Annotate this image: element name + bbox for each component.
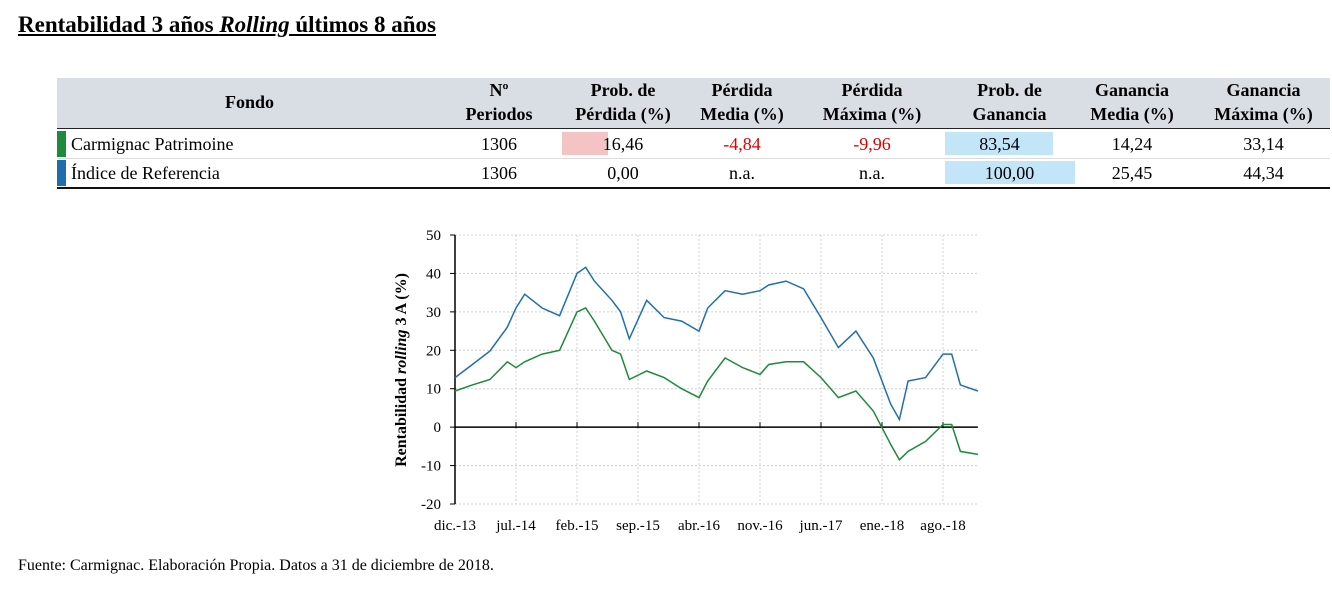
header-perdida-media: Pérdida Media (%) (700, 80, 784, 124)
y-tick-label: 0 (434, 420, 442, 436)
x-tick-label: ago.-18 (920, 518, 965, 534)
cell-prob-ganancia: 83,54 (979, 134, 1020, 154)
cell-prob-perdida: 0,00 (607, 163, 639, 183)
cell-ganancia-maxima: 33,14 (1243, 134, 1284, 154)
y-tick-label: 50 (426, 228, 441, 244)
header-prob-perdida: Prob. de Pérdida (%) (575, 80, 671, 124)
x-tick-label: jun.-17 (799, 518, 843, 534)
cell-perdida-media: -4,84 (723, 134, 761, 154)
header-ganancia-maxima: Ganancia Máxima (%) (1214, 80, 1313, 124)
header-perdida-maxima: Pérdida Máxima (%) (822, 80, 922, 124)
cell-periodos: 1306 (481, 163, 517, 183)
header-periodos: Nº Periodos (465, 80, 533, 124)
x-tick-label: abr.-16 (678, 518, 721, 534)
cell-ganancia-media: 14,24 (1111, 134, 1153, 154)
gain-highlight (945, 132, 1053, 155)
header-fondo: Fondo (224, 92, 275, 112)
cell-ganancia-media: 25,45 (1111, 163, 1153, 183)
cell-perdida-media: n.a. (729, 163, 755, 183)
cell-ganancia-maxima: 44,34 (1243, 163, 1284, 183)
y-tick-label: -10 (421, 459, 441, 475)
series-color-marker (57, 160, 66, 186)
y-tick-label: -20 (421, 497, 441, 513)
cell-periodos: 1306 (481, 134, 517, 154)
table-row: Carmignac Patrimoine 1306 16,46 -4,84 -9… (57, 130, 1330, 159)
source-note: Fuente: Carmignac. Elaboración Propia. D… (18, 557, 494, 574)
y-tick-label: 30 (426, 305, 441, 321)
series-color-marker (57, 131, 66, 157)
header-prob-ganancia: Prob. de Ganancia (972, 80, 1047, 124)
x-tick-label: ene.-18 (860, 518, 905, 534)
x-tick-label: feb.-15 (556, 518, 599, 534)
cell-perdida-maxima: n.a. (859, 163, 885, 183)
fund-name: Índice de Referencia (71, 163, 220, 183)
y-axis-label: Rentabilidad rolling 3 A (%) (393, 273, 410, 467)
table-row: Índice de Referencia 1306 0,00 n.a. n.a.… (57, 159, 1330, 189)
y-tick-label: 10 (426, 382, 441, 398)
fund-name: Carmignac Patrimoine (71, 134, 234, 154)
fund-line (454, 307, 979, 462)
page-title: Rentabilidad 3 años Rolling últimos 8 añ… (18, 12, 436, 37)
table-header: Fondo Nº Periodos Prob. de Pérdida (%) Pér… (57, 78, 1330, 129)
x-tick-label: sep.-15 (616, 518, 660, 534)
benchmark-line (454, 266, 979, 422)
x-tick-label: jul.-14 (495, 518, 536, 534)
y-tick-label: 40 (426, 266, 441, 282)
cell-perdida-maxima: -9,96 (853, 134, 891, 154)
x-tick-label: dic.-13 (434, 518, 476, 534)
x-tick-label: nov.-16 (737, 518, 783, 534)
loss-highlight (562, 132, 608, 155)
header-ganancia-media: Ganancia Media (%) (1090, 80, 1174, 124)
y-tick-label: 20 (426, 343, 441, 359)
gain-highlight (945, 161, 1075, 184)
cell-prob-perdida: 16,46 (602, 134, 644, 154)
cell-prob-ganancia: 100,00 (984, 163, 1035, 183)
